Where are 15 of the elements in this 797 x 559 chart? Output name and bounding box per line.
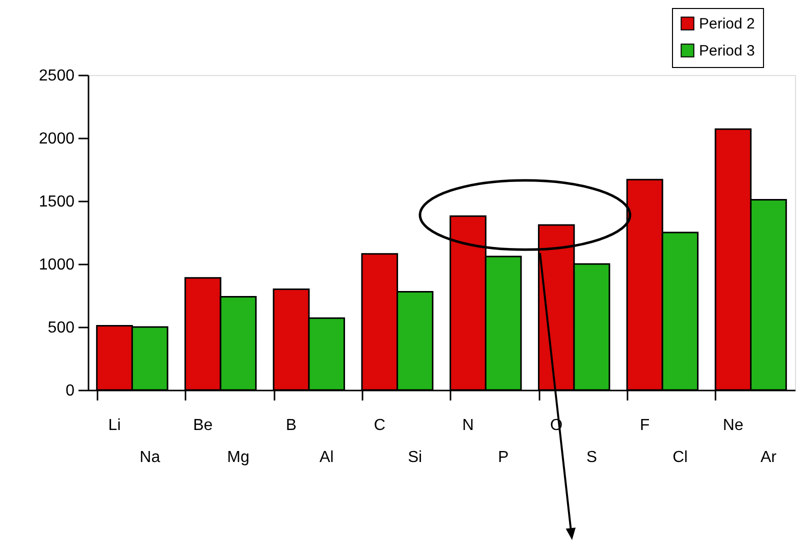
category-label: Be Mg bbox=[193, 417, 250, 466]
category-label: B Al bbox=[286, 417, 334, 466]
legend-label: Period 2 bbox=[699, 16, 755, 32]
y-tick-label: 1500 bbox=[38, 194, 75, 210]
y-tick-label: 2000 bbox=[38, 130, 75, 148]
category-label: Ne Ar bbox=[722, 417, 776, 466]
y-tick-label: 1000 bbox=[38, 256, 75, 274]
category-label: N P bbox=[462, 417, 509, 466]
category-label: C Si bbox=[374, 417, 422, 466]
y-tick-label: 500 bbox=[48, 320, 75, 336]
y-tick-label: 2500 bbox=[38, 68, 75, 84]
category-label: F Cl bbox=[640, 417, 688, 466]
category-label: Li Na bbox=[108, 417, 160, 466]
y-tick-label: 0 bbox=[66, 382, 75, 400]
legend-label: Period 3 bbox=[699, 42, 755, 60]
